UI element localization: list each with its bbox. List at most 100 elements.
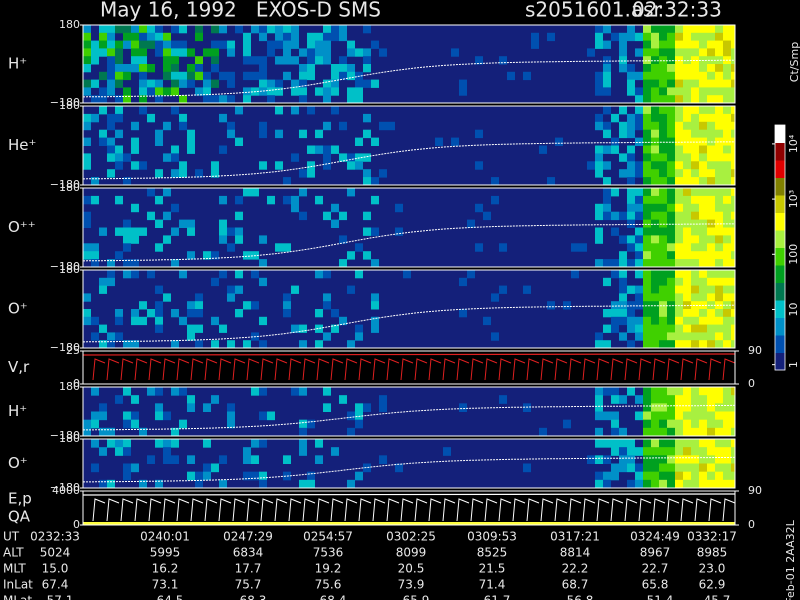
spectrogram-cell [675,87,683,96]
spectrogram-cell [187,332,195,341]
spectrogram-cell [675,471,683,481]
spectrogram-cell [699,439,707,448]
spectrogram-cell [627,203,635,213]
spectrogram-cell [667,25,675,34]
spectrogram-cell [331,106,339,115]
spectrogram-cell [315,145,323,154]
spectrogram-cell [691,270,699,279]
spectrogram-cell [731,106,735,115]
spectrogram-cell [371,227,379,236]
spectrogram-cell [467,270,475,279]
spectrogram-cell [163,121,171,131]
spectrogram-cell [707,121,715,131]
spectrogram-cell [691,455,699,464]
spectrogram-cell [715,403,723,412]
spectrogram-cell [603,25,611,34]
cell: 16.2 [152,562,179,576]
spectrogram-cell [651,251,659,260]
spectrogram-cell [99,32,107,42]
spectrogram-cell [299,419,307,429]
spectrogram-cell [219,113,227,123]
spectrogram-cell [643,227,651,236]
spectrogram-cell [195,471,203,481]
spectrogram-cell [211,25,219,34]
spectrogram-cell [691,411,699,421]
spectrogram-cell [619,56,627,65]
spectrogram-cell [699,243,707,252]
spectrogram-cell [235,195,243,205]
spectrogram-cell [667,87,675,96]
spectrogram-cell [707,455,715,464]
spectrogram-cell [483,211,491,221]
spectrogram-cell [203,403,211,412]
spectrogram-cell [347,251,355,260]
spectrogram-cell [99,106,107,115]
spectrogram-cell [523,403,531,412]
spectrogram-cell [115,161,123,170]
spectrogram-cell [131,463,139,473]
spectrogram-cell [731,403,735,412]
spectrogram-cell [715,161,723,170]
spectrogram-cell [731,25,735,34]
spectrogram-cell [675,195,683,205]
spectrogram-cell [123,447,131,456]
spectrogram-cell [227,40,235,49]
spectrogram-cell [651,113,659,123]
spectrogram-cell [683,71,691,81]
spectrogram-cell [195,64,203,73]
spectrogram-cell [683,479,691,489]
spectrogram-cell [699,40,707,49]
spectrogram-cell [131,161,139,170]
spectrogram-cell [627,25,635,34]
spectrogram-cell [195,301,203,310]
spectrogram-cell [83,137,91,146]
spectrogram-cell [227,403,235,412]
spectrogram-cell [219,455,227,464]
spectrogram-cell [627,211,635,221]
spectrogram-cell [83,40,91,49]
spectrogram-cell [699,285,707,294]
spectrogram-cell [251,387,259,396]
spectrogram-cell [379,403,387,412]
spectrogram-cell [699,25,707,34]
spectrogram-cell [619,169,627,178]
cell: −45.7 [694,594,731,600]
spectrogram-cell [235,137,243,146]
spectrogram-cell [187,309,195,318]
spectrogram-cell [667,195,675,205]
spectrogram-cell [619,211,627,221]
spectrogram-cell [691,235,699,244]
spectrogram-cell [187,455,195,464]
spectrogram-cell [99,427,107,437]
spectrogram-cell [323,387,331,396]
spectrogram-cell [595,395,603,404]
cell: 67.4 [42,578,69,592]
spectrogram-cell [123,419,131,429]
spectrogram-cell [667,177,675,186]
spectrogram-cell [611,301,619,310]
cell: 0332:17 [687,530,737,544]
spectrogram-cell [723,25,731,34]
spectrogram-cell [643,309,651,318]
spectrogram-cell [163,293,171,302]
spectrogram-cell [251,439,259,448]
spectrogram-cell [659,40,667,49]
y-tick-label: −180 [50,96,80,109]
spectrogram-cell [651,324,659,333]
spectrogram-cell [659,106,667,115]
spectrogram-cell [715,106,723,115]
spectrogram-cell [179,40,187,49]
spectrogram-cell [91,387,99,396]
spectrogram-cell [619,121,627,131]
spectrogram-cell [643,471,651,481]
spectrogram-cell [643,251,651,260]
spectrogram-cell [259,87,267,96]
spectrogram-cell [355,419,363,429]
spectrogram-cell [651,95,659,104]
cell: 19.2 [315,562,342,576]
spectrogram-cell [595,439,603,448]
spectrogram-cell [107,259,115,268]
spectrogram-cell [731,427,735,437]
spectrogram-cell [179,270,187,279]
spectrogram-cell [347,48,355,57]
